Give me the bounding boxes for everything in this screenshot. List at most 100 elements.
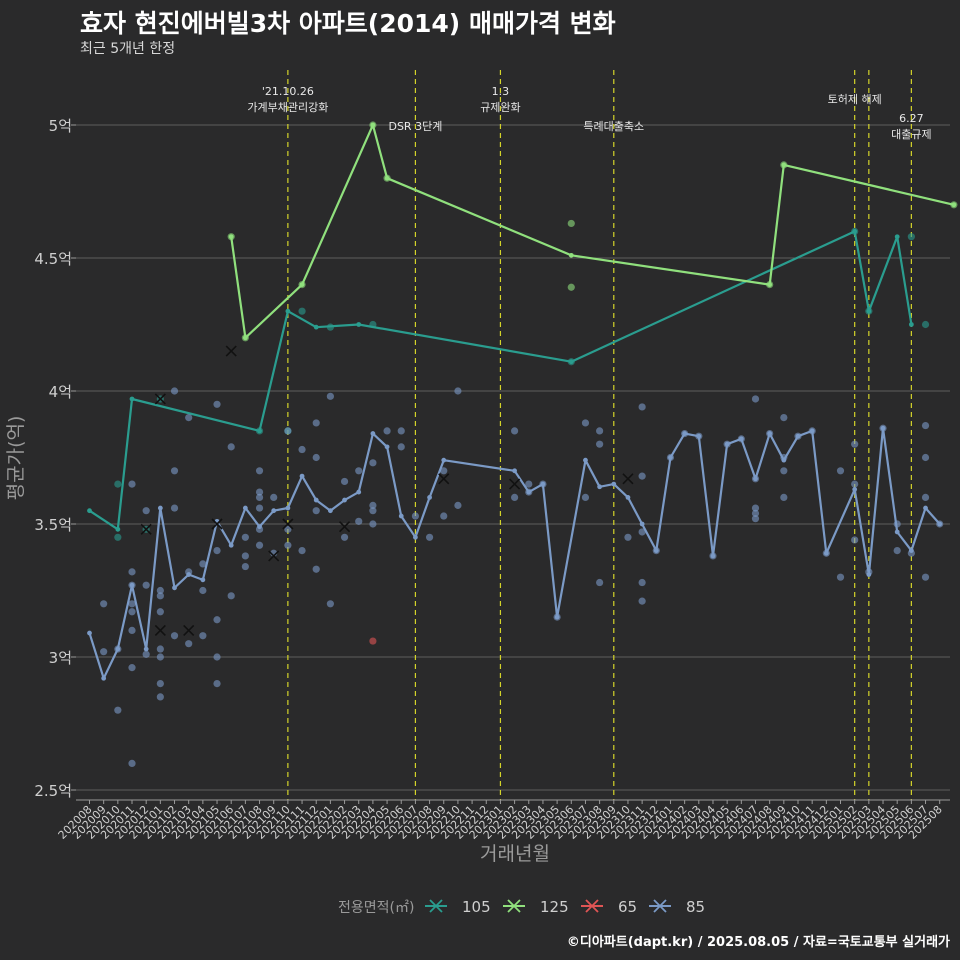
data-point xyxy=(255,467,264,475)
legend-item-125: 125 xyxy=(503,898,569,916)
data-point xyxy=(751,504,760,512)
data-point xyxy=(454,501,462,509)
cross-marker xyxy=(509,478,521,490)
data-point xyxy=(780,414,788,422)
data-point xyxy=(170,387,179,395)
line-vertex xyxy=(781,457,787,463)
y-axis: 2.5억 3억 3.5억 4억 4.5억 5억 xyxy=(34,117,76,800)
x-axis-title: 거래년월 xyxy=(480,843,550,865)
data-point xyxy=(851,536,859,544)
cross-marker xyxy=(622,473,634,485)
line-vertex xyxy=(101,675,107,681)
data-point xyxy=(525,480,533,488)
data-point xyxy=(751,509,760,517)
data-point xyxy=(156,586,164,595)
line-vertex xyxy=(327,508,333,514)
x-axis: 2020082020092020102020112020122021012021… xyxy=(56,799,950,842)
line-vertex xyxy=(157,505,163,511)
data-point xyxy=(128,664,136,672)
line-vertex xyxy=(852,487,858,492)
data-point xyxy=(199,586,207,595)
data-point xyxy=(596,440,604,448)
line-vertex xyxy=(356,489,362,495)
data-point xyxy=(312,419,320,427)
data-point xyxy=(142,581,150,589)
data-point xyxy=(397,427,405,435)
data-point xyxy=(340,477,349,486)
y-tick-label: 2.5억 xyxy=(34,782,72,800)
line-vertex xyxy=(313,497,319,503)
line-vertex xyxy=(172,585,177,591)
data-point xyxy=(425,533,434,541)
y-tick-label: 5억 xyxy=(49,117,72,135)
data-point xyxy=(284,541,292,549)
line-vertex xyxy=(753,476,758,482)
cross-marker xyxy=(282,518,294,530)
line-vertex xyxy=(115,526,121,532)
cross-marker xyxy=(438,473,450,485)
legend-item-85: 85 xyxy=(649,898,705,916)
line-vertex xyxy=(823,550,829,556)
event-label: 특례대출축소 xyxy=(583,120,644,133)
line-vertex xyxy=(767,431,773,436)
data-point xyxy=(185,414,193,422)
cross-marker xyxy=(338,521,351,533)
line-vertex xyxy=(413,534,418,540)
legend-cross-icon xyxy=(653,899,667,913)
data-point xyxy=(440,467,448,475)
data-point xyxy=(213,547,221,555)
data-point xyxy=(128,480,136,488)
line-vertex xyxy=(866,308,872,314)
series-85 xyxy=(87,345,944,768)
line-vertex xyxy=(242,505,248,511)
cross-marker xyxy=(183,624,195,636)
line-vertex xyxy=(696,433,702,439)
data-point xyxy=(921,453,930,462)
line-vertex xyxy=(908,322,914,327)
legend-cross-icon xyxy=(507,899,521,913)
data-point xyxy=(454,387,462,395)
data-point xyxy=(921,573,930,581)
data-point xyxy=(567,283,575,291)
cross-marker xyxy=(225,345,237,357)
data-point xyxy=(638,578,646,587)
data-point xyxy=(638,528,646,536)
data-point xyxy=(355,517,363,525)
data-point xyxy=(284,525,292,533)
data-point xyxy=(156,693,164,701)
data-point xyxy=(596,427,604,435)
data-point xyxy=(624,533,632,541)
line-vertex xyxy=(257,428,262,434)
line-vertex xyxy=(583,457,588,463)
y-tick-label: 4억 xyxy=(49,383,72,401)
data-point xyxy=(369,637,377,645)
line-vertex xyxy=(682,431,688,436)
line-vertex xyxy=(342,497,347,503)
cross-marker xyxy=(140,523,152,535)
grid-lines xyxy=(76,124,950,791)
data-point xyxy=(340,533,349,541)
line-vertex xyxy=(611,481,617,487)
data-point xyxy=(312,507,320,515)
data-point xyxy=(780,493,788,501)
data-point xyxy=(114,533,122,541)
line-vertex xyxy=(441,457,447,463)
data-point xyxy=(241,552,249,560)
line-vertex xyxy=(186,572,192,577)
legend-title: 전용면적(㎡) xyxy=(338,900,414,916)
line-vertex xyxy=(384,444,390,450)
data-point xyxy=(227,443,235,451)
data-point xyxy=(128,759,136,768)
data-point xyxy=(185,640,193,648)
line-vertex xyxy=(129,582,135,588)
line-vertex xyxy=(299,282,305,287)
line-vertex xyxy=(228,234,234,240)
line-vertex xyxy=(285,308,291,314)
series-125 xyxy=(227,121,958,342)
cross-marker xyxy=(268,550,280,562)
line-vertex xyxy=(87,508,92,514)
data-point xyxy=(369,501,377,509)
data-point xyxy=(836,467,845,475)
event-label: 토허제 해제 xyxy=(828,92,882,106)
series-line xyxy=(230,123,955,339)
